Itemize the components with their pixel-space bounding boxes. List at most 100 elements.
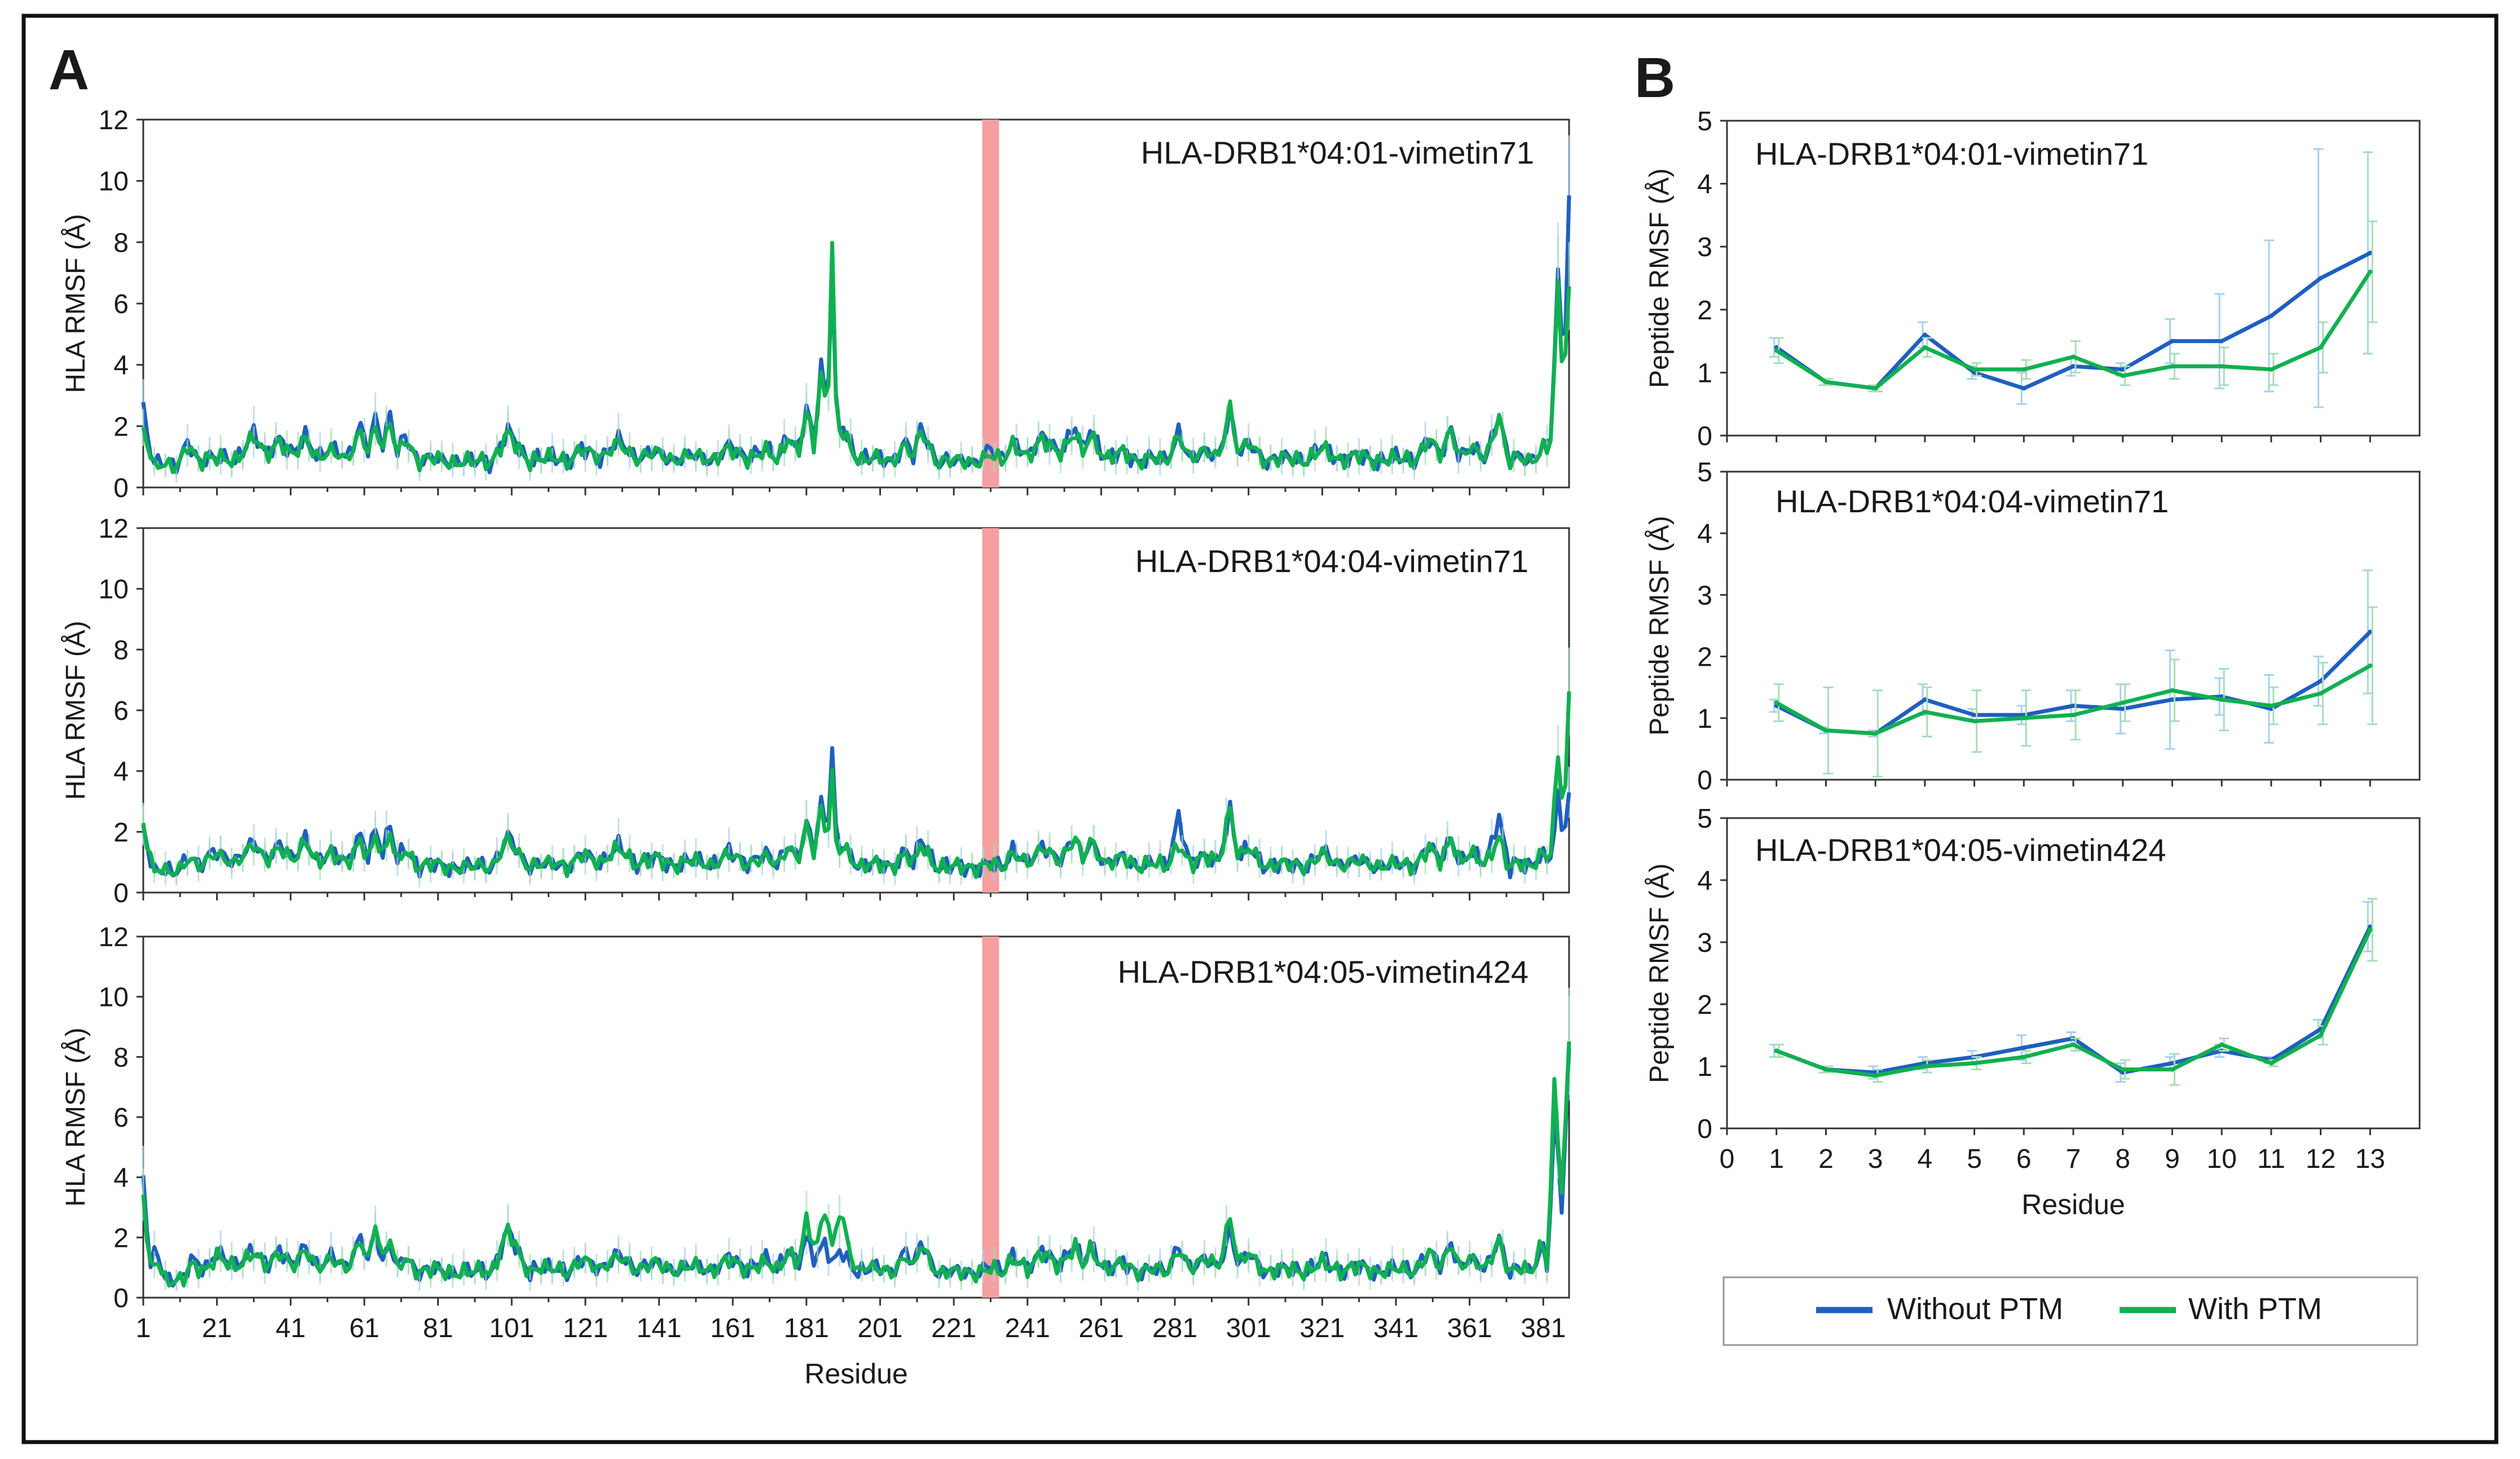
plot-area-B3 xyxy=(1726,817,2421,1130)
data-point-B1-with-ptm xyxy=(2368,269,2373,274)
plot-title-A3: HLA-DRB1*04:05-vimetin424 xyxy=(1118,954,1528,990)
data-point-B2-without-ptm xyxy=(2071,703,2076,708)
data-point-B3-with-ptm xyxy=(2021,1054,2026,1060)
panel-label-a: A xyxy=(49,38,89,102)
data-point-B1-without-ptm xyxy=(2021,386,2026,391)
y-tick-label-B2: 0 xyxy=(1697,766,1712,796)
data-point-B2-with-ptm xyxy=(1922,709,1927,714)
x-tick-label-B3: 10 xyxy=(2206,1144,2236,1174)
data-point-B3-with-ptm xyxy=(1774,1048,1779,1053)
x-tick-label-A3: 61 xyxy=(349,1313,379,1343)
x-tick-label-A3: 1 xyxy=(136,1313,151,1343)
y-tick-label-A1: 12 xyxy=(99,106,129,135)
x-tick-label-A3: 121 xyxy=(563,1313,608,1343)
x-tick-label-A3: 221 xyxy=(931,1313,976,1343)
data-point-B3-with-ptm xyxy=(1922,1064,1927,1069)
series-line-A1-with-ptm xyxy=(141,240,1571,474)
x-tick-label-B3: 0 xyxy=(1720,1144,1735,1174)
data-point-B2-with-ptm xyxy=(2071,713,2076,718)
x-tick-label-B3: 1 xyxy=(1769,1144,1784,1174)
legend: Without PTM With PTM xyxy=(1722,1276,2418,1346)
y-tick-label-B2: 5 xyxy=(1697,458,1712,487)
x-tick-label-B3: 5 xyxy=(1967,1144,1982,1174)
data-point-B3-without-ptm xyxy=(2368,924,2373,929)
x-axis-label-B3: Residue xyxy=(2021,1189,2125,1220)
data-point-B2-without-ptm xyxy=(2120,706,2125,711)
x-tick-label-B3: 8 xyxy=(2115,1144,2130,1174)
y-tick-label-A1: 0 xyxy=(113,473,129,503)
y-tick-label-B2: 4 xyxy=(1697,519,1712,549)
y-tick-label-A3: 4 xyxy=(113,1163,129,1193)
plot-area-A2 xyxy=(142,527,1570,894)
data-point-B1-with-ptm xyxy=(1922,345,1927,350)
data-point-B1-with-ptm xyxy=(1873,386,1878,391)
x-tick-label-B3: 11 xyxy=(2257,1144,2285,1174)
y-tick-label-B1: 5 xyxy=(1697,107,1712,137)
y-tick-label-A1: 6 xyxy=(113,289,129,319)
highlight-band-A3 xyxy=(982,937,999,1298)
y-tick-label-A2: 8 xyxy=(113,635,129,665)
plot-title-B1: HLA-DRB1*04:01-vimetin71 xyxy=(1755,136,2148,172)
data-point-B1-without-ptm xyxy=(2120,367,2125,372)
y-axis-label-A2: HLA RMSF (Å) xyxy=(61,621,91,799)
y-tick-label-B3: 4 xyxy=(1697,866,1712,896)
y-tick-label-B1: 2 xyxy=(1697,296,1712,326)
data-point-B1-without-ptm xyxy=(1972,370,1977,375)
data-point-B3-without-ptm xyxy=(2021,1045,2026,1050)
legend-label-without-ptm: Without PTM xyxy=(1887,1292,2063,1326)
y-tick-label-B3: 0 xyxy=(1697,1114,1712,1144)
x-tick-label-B3: 4 xyxy=(1918,1144,1933,1174)
data-point-B1-with-ptm xyxy=(2318,345,2323,350)
data-point-B2-with-ptm xyxy=(1823,728,1829,733)
y-tick-label-A2: 2 xyxy=(113,818,129,847)
y-tick-label-A3: 2 xyxy=(113,1223,129,1253)
x-tick-label-B3: 3 xyxy=(1868,1144,1883,1174)
chart-A1: 0 2 4 6 8 10 12 HLA-DRB1*04:01-vimetin71 HLA RMS… xyxy=(61,106,1571,503)
data-point-B1-without-ptm xyxy=(2219,339,2224,344)
y-axis-label-B2: Peptide RMSF (Å) xyxy=(1645,516,1675,735)
x-tick-label-B3: 9 xyxy=(2165,1144,2180,1174)
plot-title-B2: HLA-DRB1*04:04-vimetin71 xyxy=(1776,484,2169,519)
y-tick-label-A3: 0 xyxy=(113,1284,129,1313)
x-tick-label-A3: 101 xyxy=(489,1313,534,1343)
y-tick-label-B3: 5 xyxy=(1697,804,1712,834)
data-point-B3-with-ptm xyxy=(2120,1067,2125,1072)
data-point-B1-with-ptm xyxy=(2268,367,2274,372)
data-point-B1-without-ptm xyxy=(2268,313,2274,318)
x-tick-label-B3: 7 xyxy=(2066,1144,2081,1174)
y-tick-label-A3: 6 xyxy=(113,1103,129,1133)
x-tick-label-B3: 13 xyxy=(2355,1144,2385,1174)
x-tick-label-A3: 161 xyxy=(710,1313,755,1343)
data-point-B3-with-ptm xyxy=(2071,1042,2076,1047)
x-axis-label-A3: Residue xyxy=(804,1358,907,1390)
y-axis-label-A1: HLA RMSF (Å) xyxy=(61,214,91,393)
x-tick-label-A3: 381 xyxy=(1521,1313,1566,1343)
data-point-B1-without-ptm xyxy=(2170,339,2175,344)
y-tick-label-B1: 0 xyxy=(1697,421,1712,451)
y-tick-label-A3: 12 xyxy=(99,922,129,952)
highlight-band-A2 xyxy=(982,528,999,893)
data-point-B2-without-ptm xyxy=(2368,629,2373,634)
y-tick-label-B2: 1 xyxy=(1697,704,1712,734)
data-point-B1-with-ptm xyxy=(1972,367,1977,372)
data-point-B2-with-ptm xyxy=(2120,700,2125,705)
data-point-B2-with-ptm xyxy=(2170,688,2175,693)
y-tick-label-B3: 1 xyxy=(1697,1052,1712,1082)
data-point-B2-without-ptm xyxy=(1972,713,1977,718)
data-point-B2-with-ptm xyxy=(2318,691,2323,696)
data-point-B2-with-ptm xyxy=(2021,715,2026,720)
data-point-B1-with-ptm xyxy=(2120,373,2125,378)
y-tick-label-A2: 6 xyxy=(113,696,129,726)
x-tick-label-A3: 141 xyxy=(636,1313,681,1343)
data-point-B1-with-ptm xyxy=(2021,367,2026,372)
y-axis-label-B3: Peptide RMSF (Å) xyxy=(1645,863,1675,1083)
chart-B1: 0 1 2 3 4 5 HLA-DRB1*04:01-vimetin71 Peptide RM… xyxy=(1645,107,2421,451)
y-tick-label-B1: 1 xyxy=(1697,358,1712,388)
data-point-B2-with-ptm xyxy=(1774,700,1779,705)
x-tick-label-A3: 201 xyxy=(857,1313,902,1343)
x-tick-label-A3: 341 xyxy=(1373,1313,1418,1343)
x-tick-label-B3: 12 xyxy=(2306,1144,2336,1174)
x-tick-label-A3: 281 xyxy=(1152,1313,1197,1343)
